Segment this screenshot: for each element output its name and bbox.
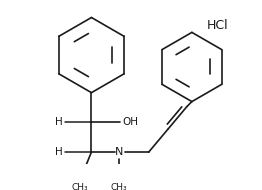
- Text: H: H: [55, 117, 63, 127]
- Text: N: N: [115, 147, 123, 157]
- Text: HCl: HCl: [207, 19, 229, 32]
- Text: CH₃: CH₃: [111, 183, 127, 190]
- Text: OH: OH: [122, 117, 138, 127]
- Text: H: H: [55, 147, 63, 157]
- Text: CH₃: CH₃: [71, 183, 88, 190]
